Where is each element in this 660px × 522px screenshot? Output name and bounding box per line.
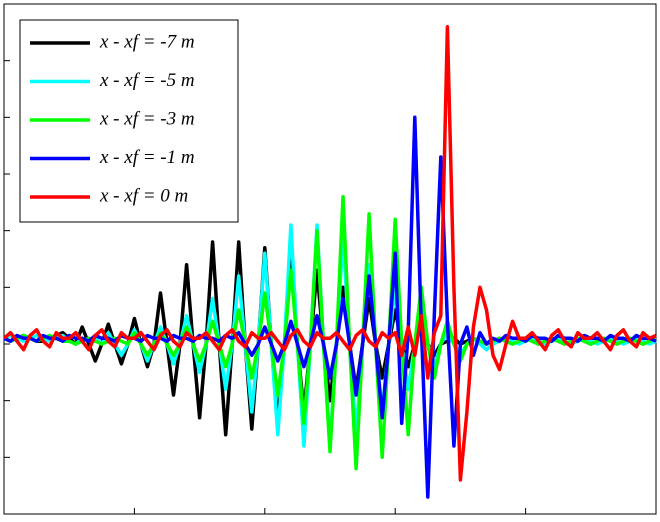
data-line	[3, 115, 657, 499]
legend-label: x - xf = 0 m	[99, 185, 188, 206]
legend-label: x - xf = -3 m	[99, 108, 195, 129]
legend-label: x - xf = -5 m	[99, 70, 195, 91]
data-line	[2, 24, 657, 482]
plot-frame	[3, 3, 657, 515]
legend-label: x - xf = -1 m	[99, 147, 195, 168]
legend-label: x - xf = -7 m	[99, 31, 195, 52]
